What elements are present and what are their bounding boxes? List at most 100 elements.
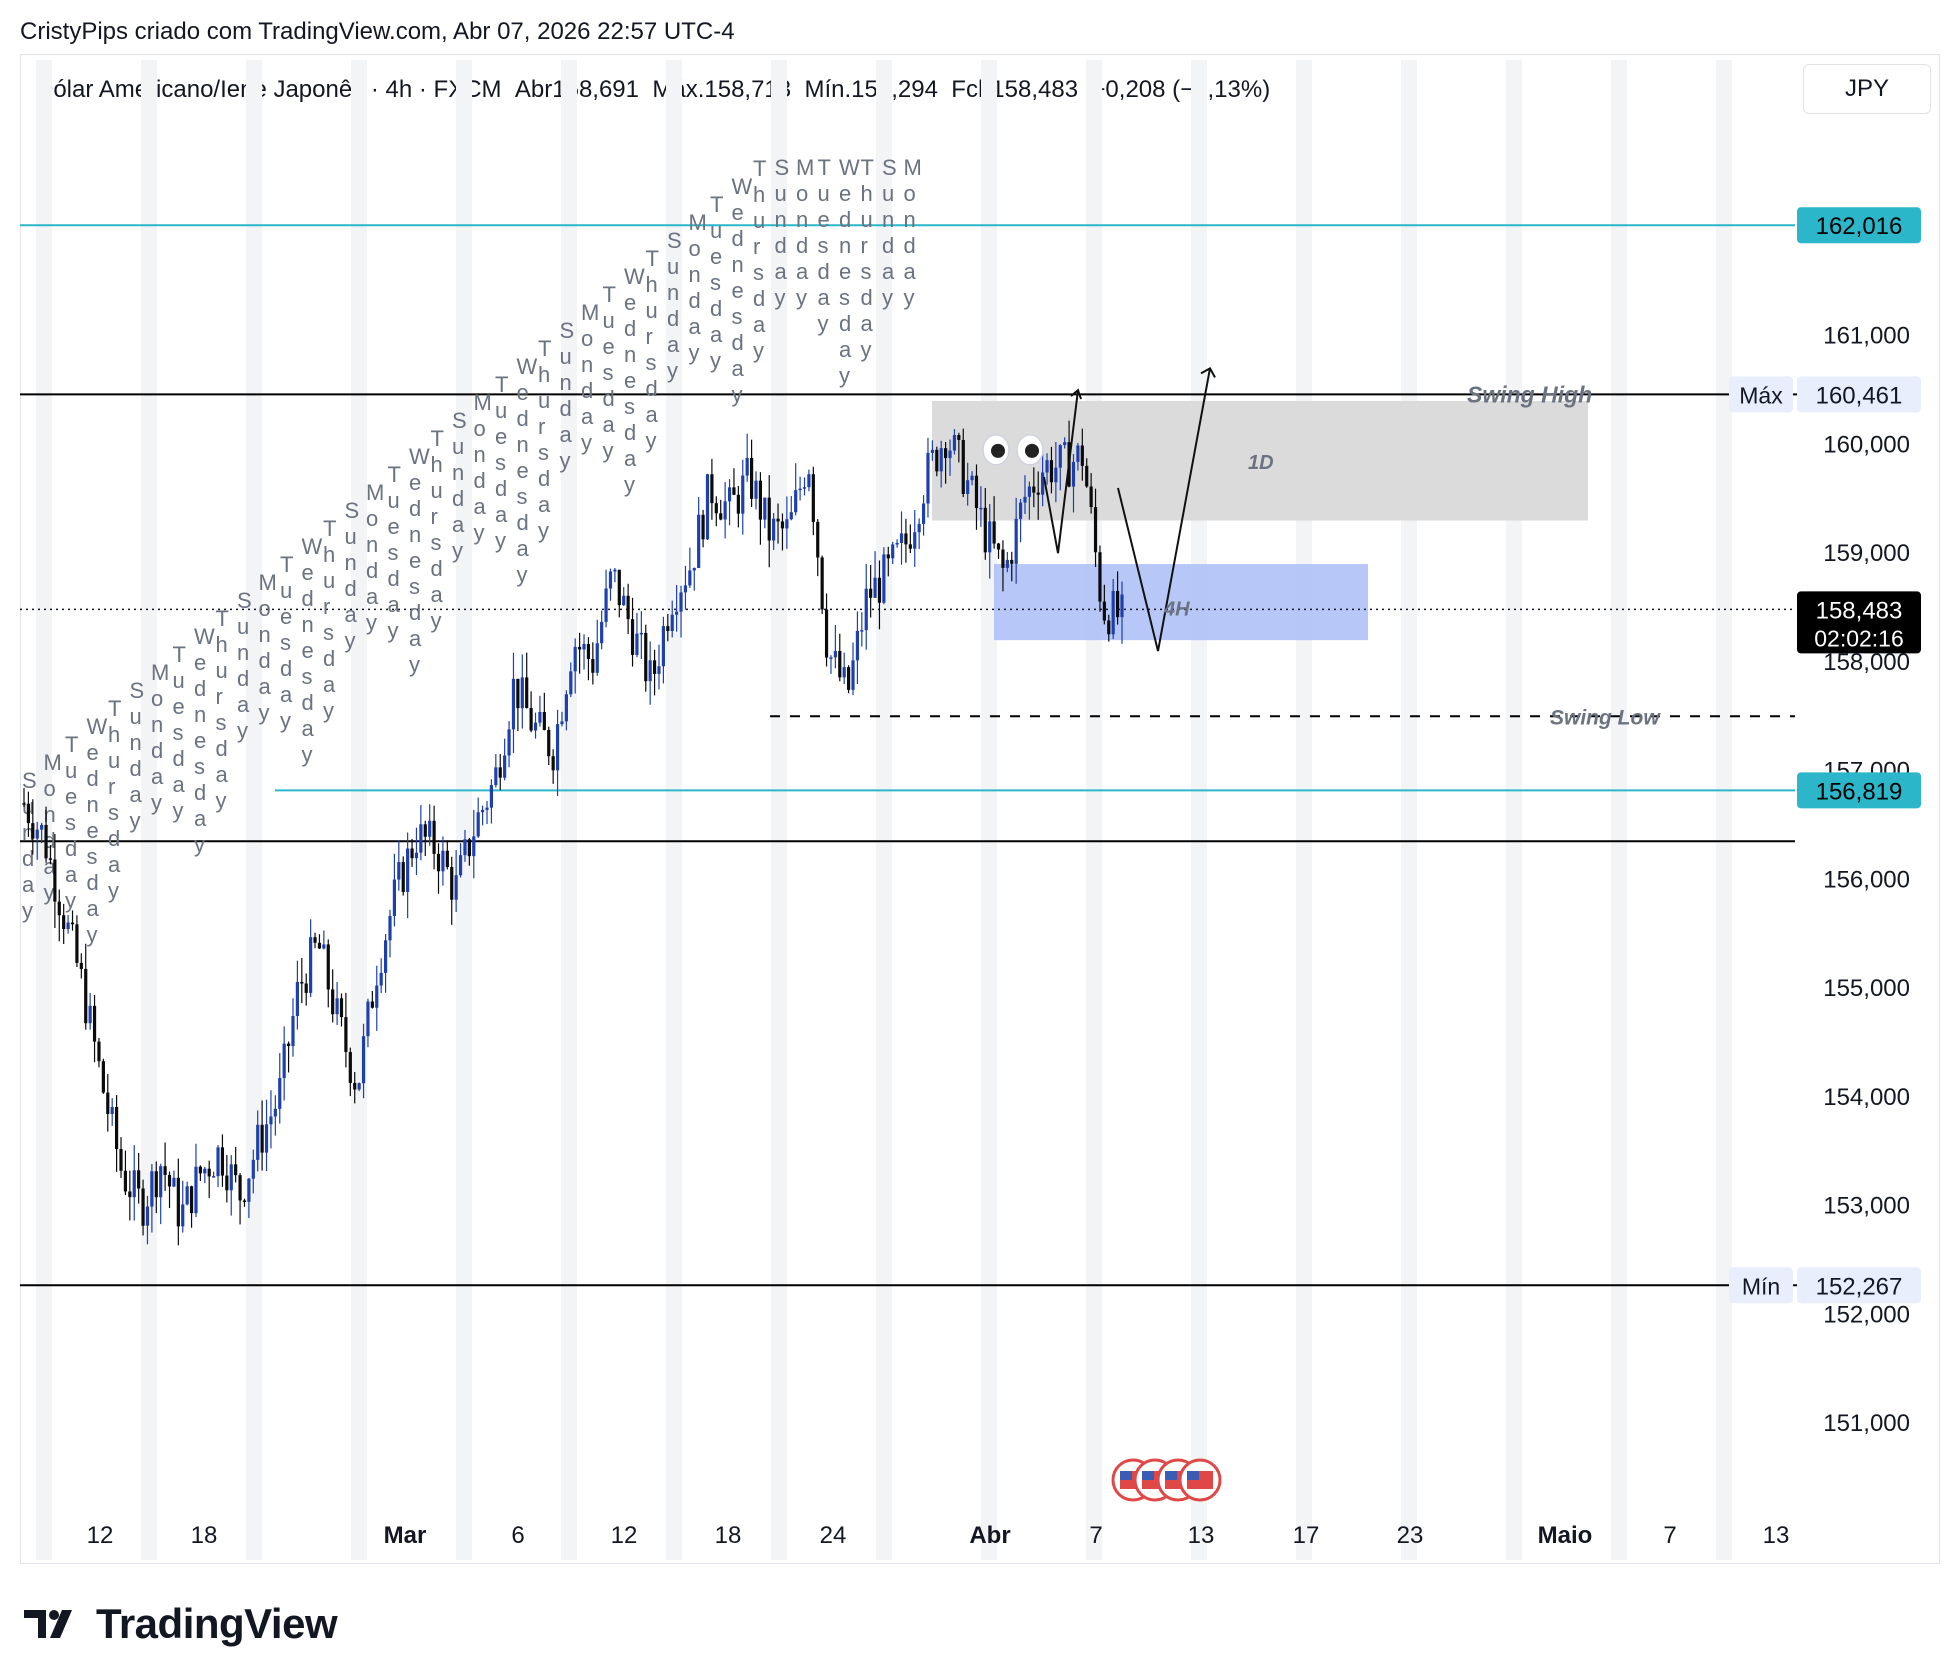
candle-body: [657, 666, 661, 674]
projection-path-2: [1117, 368, 1211, 652]
candle-body: [481, 809, 485, 813]
candle-body: [22, 803, 26, 805]
candle-body: [123, 1170, 128, 1192]
weekend-stripe: [1716, 60, 1732, 1560]
eyes-icon-pupil: [1025, 443, 1039, 458]
candle-body: [1085, 465, 1089, 487]
tradingview-logo[interactable]: TradingView: [24, 1600, 338, 1648]
candle-body: [652, 660, 657, 674]
candle-body: [807, 474, 811, 488]
candle-body: [458, 855, 463, 876]
candle-body: [53, 859, 57, 902]
candle-body: [855, 630, 860, 661]
candle-body: [705, 474, 710, 540]
candle-body: [485, 807, 489, 810]
candle-body: [944, 448, 948, 459]
candle-body: [683, 585, 688, 593]
candle-body: [75, 924, 79, 963]
candle-body: [595, 643, 599, 673]
candle-body: [851, 660, 855, 690]
weekend-stripe: [1401, 60, 1417, 1560]
time-tick-label: 13: [1763, 1522, 1790, 1549]
candle-body: [644, 632, 648, 682]
price-tick-label: 161,000: [1823, 323, 1910, 350]
time-axis[interactable]: 12 18 Mar 6 12 18 24 Abr 7 13 17 23 Maio 7 13: [87, 1522, 1790, 1549]
candle-body: [772, 518, 776, 541]
candle-body: [586, 643, 591, 659]
price-tick-label: 152,000: [1823, 1301, 1910, 1328]
weekend-stripe: [1296, 60, 1312, 1560]
candle-body: [229, 1164, 233, 1191]
last-price-badge-bg: [1797, 591, 1921, 654]
candle-body: [626, 595, 630, 620]
weekend-stripe: [1191, 60, 1207, 1560]
candle-body: [1098, 552, 1102, 602]
chart-frame: [20, 54, 1940, 1564]
candle-body: [207, 1168, 211, 1177]
candle-body: [441, 850, 445, 872]
candle-body: [494, 767, 498, 786]
candle-body: [1058, 445, 1062, 468]
currency-button[interactable]: JPY: [1803, 64, 1931, 114]
candle-body: [70, 922, 75, 925]
candle-body: [106, 1092, 110, 1114]
candle-body: [542, 711, 546, 730]
candle-body: [339, 998, 344, 1018]
candle-body: [348, 1052, 352, 1083]
candle-body: [110, 1106, 114, 1114]
candle-body: [1027, 486, 1031, 497]
time-tick-label: 24: [820, 1522, 847, 1549]
horizontal-levels: [20, 224, 1800, 1287]
candle-body: [785, 519, 789, 529]
candle-body: [608, 571, 613, 589]
candle-body: [361, 1036, 366, 1084]
candle-body: [472, 836, 476, 857]
price-axis[interactable]: 161,000160,000159,000158,000157,000156,0…: [1729, 207, 1921, 1437]
candle-body: [79, 962, 83, 969]
price-tick-label: 151,000: [1823, 1410, 1910, 1437]
weekend-stripe: [771, 60, 787, 1560]
candle-body: [353, 1082, 357, 1090]
candle-body: [974, 475, 979, 509]
us-flag-icon-canton: [1142, 1471, 1154, 1480]
candle-body: [322, 944, 326, 949]
candle-body: [150, 1171, 154, 1207]
candle-body: [357, 1083, 361, 1090]
candle-body: [820, 557, 824, 610]
low-label: Mín.: [804, 76, 852, 103]
candle-body: [838, 650, 842, 678]
price-badge-162016-bg: [1797, 207, 1921, 244]
candle-body: [714, 503, 718, 514]
candle-body: [476, 812, 480, 837]
candle-body: [1001, 549, 1005, 568]
price-badge-162016: 162,016: [1816, 213, 1903, 240]
zone-4h-label: 4H: [1163, 599, 1190, 621]
eyes-icon-pupil: [991, 443, 1005, 458]
candle-body: [533, 722, 538, 731]
us-flag-icon-canton: [1120, 1471, 1132, 1480]
candle-body: [251, 1159, 255, 1179]
candle-body: [256, 1124, 260, 1160]
candle-body: [957, 435, 961, 440]
candle-body: [436, 853, 441, 872]
candle-body: [92, 1005, 97, 1042]
candle-body: [794, 490, 798, 513]
max-label: Máx: [1739, 382, 1783, 408]
candle-body: [873, 577, 877, 598]
time-tick-label: 23: [1397, 1522, 1424, 1549]
candle-body: [1080, 445, 1084, 466]
candle-body: [145, 1206, 150, 1226]
candle-body: [904, 533, 908, 545]
economic-events[interactable]: [1111, 1458, 1222, 1502]
candle-body: [860, 630, 864, 632]
candle-body: [891, 544, 895, 559]
